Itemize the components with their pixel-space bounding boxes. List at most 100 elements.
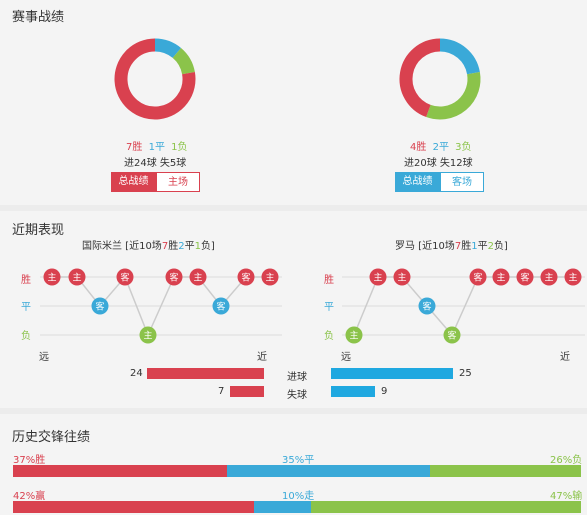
left-win-count: 7 — [126, 142, 133, 153]
left-draw-count: 1 — [148, 142, 155, 153]
left-row-label-draw: 平 — [21, 302, 31, 313]
h2h-handicap-segment-win — [13, 501, 254, 513]
left-recent-label: [近10场 — [122, 241, 162, 252]
season-record-title: 赛事战绩 — [12, 10, 65, 25]
left-form-match-6-dot[interactable] — [165, 268, 183, 286]
right-form-match-2-dot[interactable] — [369, 268, 387, 286]
h2h-handicap-segment-draw — [253, 501, 312, 513]
left-conceded: 失5球 — [159, 158, 187, 169]
right-loss-label: 负 — [461, 142, 472, 153]
left-form-match-10-venue: 主 — [265, 272, 274, 284]
right-win-count: 4 — [410, 142, 417, 153]
right-recent-draws: 1 — [471, 241, 478, 252]
left-form-match-2-dot[interactable] — [68, 268, 86, 286]
left-recent-loss-label: 负] — [200, 241, 215, 252]
left-donut-slice-loss — [172, 47, 195, 75]
left-axis-far: 远 — [39, 352, 49, 363]
right-form-match-6-venue: 客 — [473, 272, 482, 284]
right-tab-away[interactable]: 客场 — [440, 172, 484, 192]
left-tab-home[interactable]: 主场 — [156, 172, 200, 192]
right-form-match-10-dot[interactable] — [564, 268, 582, 286]
h2h-draw-pct: 35%平 — [282, 455, 315, 466]
head-to-head-panel: 历史交锋往绩 37%胜 35%平 26%负 42%赢 10%走 47%输 — [0, 414, 587, 515]
right-recent-win-label: 胜 — [461, 241, 472, 252]
right-form-match-2-venue: 主 — [373, 272, 382, 284]
h2h-result-segment-draw — [227, 465, 431, 477]
left-form-match-10-dot[interactable] — [261, 268, 279, 286]
right-form-match-3-venue: 主 — [397, 272, 406, 284]
right-form-match-7-dot[interactable] — [492, 268, 510, 286]
left-form-match-2-venue: 主 — [72, 272, 81, 284]
right-wdl-summary: 4胜 2平 3负 — [410, 138, 472, 153]
right-win-label: 胜 — [416, 142, 427, 153]
recent-form-panel: 近期表现 国际米兰 [近10场7胜2平1负] 罗马 [近10场7胜1平2负] 胜… — [0, 211, 587, 408]
right-form-match-4-dot[interactable] — [418, 297, 436, 315]
right-recent-label: [近10场 — [415, 241, 455, 252]
right-draw-count: 2 — [432, 142, 439, 153]
left-form-match-7-dot[interactable] — [189, 268, 207, 286]
left-form-match-9-dot[interactable] — [237, 268, 255, 286]
season-donut-charts — [114, 38, 481, 120]
left-goals-summary: 进24球 失5球 — [124, 154, 186, 169]
left-form-match-8-dot[interactable] — [212, 297, 230, 315]
h2h-handicap-win-pct: 42%赢 — [13, 491, 46, 502]
right-goals-summary: 进20球 失12球 — [404, 154, 473, 169]
left-conceded-value: 7 — [218, 386, 225, 397]
left-form-match-1-venue: 主 — [47, 272, 56, 284]
left-form-match-3-dot[interactable] — [91, 297, 109, 315]
right-form-match-8-dot[interactable] — [516, 268, 534, 286]
left-form-match-7-venue: 主 — [193, 272, 202, 284]
left-form-match-3-venue: 客 — [95, 301, 104, 313]
right-form-match-6-dot[interactable] — [469, 268, 487, 286]
left-recent-draws: 2 — [178, 241, 185, 252]
right-conceded-bar — [331, 386, 375, 397]
right-row-label-loss: 负 — [324, 331, 334, 342]
h2h-loss-pct: 26%负 — [550, 455, 583, 466]
left-conceded-bar — [229, 386, 264, 397]
left-recent-draw-label: 平 — [184, 241, 195, 252]
head-to-head-title: 历史交锋往绩 — [12, 430, 91, 445]
right-row-label-win: 胜 — [324, 275, 334, 286]
left-team-header: 国际米兰 [近10场7胜2平1负] — [82, 237, 215, 252]
left-loss-label: 负 — [177, 142, 188, 153]
right-form-match-1-venue: 主 — [349, 330, 358, 342]
left-team-name: 国际米兰 — [82, 241, 122, 252]
left-form-match-5-dot[interactable] — [139, 326, 157, 344]
right-recent-losses: 2 — [487, 241, 494, 252]
right-axis-near: 近 — [560, 352, 570, 363]
left-team-donut — [114, 38, 196, 120]
left-form-match-9-venue: 客 — [241, 272, 250, 284]
left-draw-label: 平 — [154, 142, 165, 153]
left-tab-all-record[interactable]: 总战绩 — [111, 172, 156, 192]
right-recent-wins: 7 — [454, 241, 462, 252]
left-donut-slice-win — [114, 38, 196, 120]
right-draw-label: 平 — [438, 142, 449, 153]
left-axis-near: 近 — [257, 352, 267, 363]
h2h-result-segment-win — [13, 465, 228, 477]
right-form-match-9-venue: 主 — [544, 272, 553, 284]
right-form-match-3-dot[interactable] — [393, 268, 411, 286]
h2h-handicap-segment-loss — [311, 501, 581, 513]
right-form-trend-line — [353, 276, 573, 337]
right-form-match-9-dot[interactable] — [540, 268, 558, 286]
right-form-match-1-dot[interactable] — [345, 326, 363, 344]
right-recent-loss-label: 负] — [493, 241, 508, 252]
season-record-panel: 赛事战绩 7胜 1平 1负 进24球 失5球 总战绩 主场 4胜 2平 3负 进… — [0, 0, 587, 205]
h2h-result-bar — [13, 465, 581, 477]
right-tab-all-record[interactable]: 总战绩 — [395, 172, 440, 192]
right-team-donut — [399, 38, 481, 120]
left-form-match-1-dot[interactable] — [43, 268, 61, 286]
right-form-match-5-dot[interactable] — [443, 326, 461, 344]
h2h-handicap-bar — [13, 501, 581, 513]
left-form-match-4-dot[interactable] — [116, 268, 134, 286]
right-donut-slice-win — [399, 38, 441, 118]
left-donut-slice-draw — [154, 38, 182, 59]
right-conceded: 失12球 — [439, 158, 473, 169]
left-wdl-summary: 7胜 1平 1负 — [126, 138, 188, 153]
right-donut-slice-draw — [439, 38, 480, 75]
right-goals: 进20球 — [404, 158, 437, 169]
recent-form-title: 近期表现 — [12, 223, 65, 238]
left-form-chart: 主主客客主客 主客客主 — [40, 268, 282, 344]
right-row-label-draw: 平 — [324, 302, 334, 313]
left-form-match-8-venue: 客 — [216, 301, 225, 313]
